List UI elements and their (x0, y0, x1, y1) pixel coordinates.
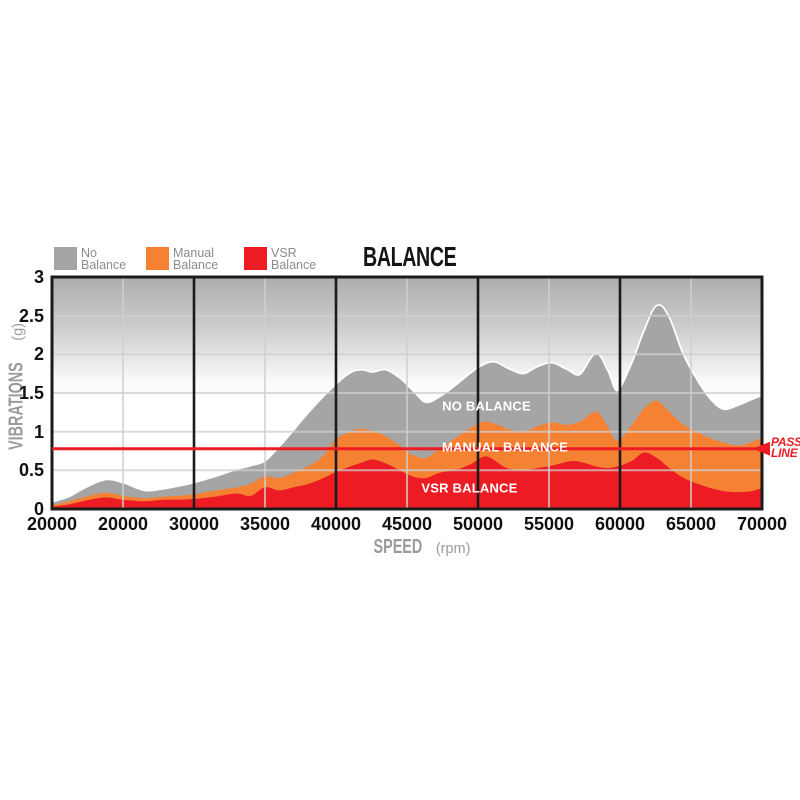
y-tick-label: 1 (33, 421, 44, 442)
y-tick-label: 1.5 (18, 383, 44, 403)
x-tick-label: 35000 (239, 514, 291, 534)
y-tick-label: 0 (33, 499, 44, 519)
y-tick-label: 2 (33, 344, 44, 365)
x-tick-label: 65000 (665, 514, 717, 534)
area-label-manual-balance: MANUAL BALANCE (441, 439, 568, 455)
legend-item-vsr-balance: VSR Balance (244, 247, 316, 271)
area-label-vsr-balance: VSR BALANCE (421, 480, 518, 496)
y-tick-label: 3 (33, 267, 44, 287)
pass-line (52, 441, 770, 456)
legend-label-no-balance: No Balance (81, 246, 127, 272)
legend-item-no-balance: No Balance (54, 247, 126, 271)
section-lines (192, 277, 622, 509)
legend-label-manual-balance: Manual Balance (173, 246, 219, 272)
pass-line-label: PASS LINE (771, 435, 800, 460)
chart-title: BALANCE (363, 241, 457, 272)
legend-label-vsr-balance: VSR Balance (271, 246, 317, 272)
no-balance-swatch-icon (54, 247, 77, 270)
grid-lines (52, 277, 762, 509)
x-tick-label: 55000 (523, 514, 575, 534)
area-label-no-balance: NO BALANCE (442, 398, 531, 414)
x-tick-label: 45000 (381, 514, 433, 534)
x-tick-label: 20000 (26, 514, 78, 534)
x-tick-label: 60000 (594, 514, 646, 534)
x-axis-title: SPEED (rpm) (373, 536, 471, 558)
y-tick-label: 0.5 (18, 460, 44, 481)
y-tick-label: 2.5 (18, 305, 44, 326)
x-tick-label: 20000 (97, 514, 149, 534)
pass-line-arrow-icon (753, 441, 770, 456)
legend-item-manual-balance: Manual Balance (146, 247, 218, 271)
plot-frame (50, 275, 764, 511)
x-tick-label: 50000 (452, 514, 504, 534)
x-tick-label: 70000 (736, 514, 788, 534)
x-tick-label: 30000 (168, 514, 220, 534)
x-tick-label: 40000 (310, 514, 362, 534)
vsr-balance-swatch-icon (244, 247, 267, 270)
manual-balance-swatch-icon (146, 247, 169, 270)
